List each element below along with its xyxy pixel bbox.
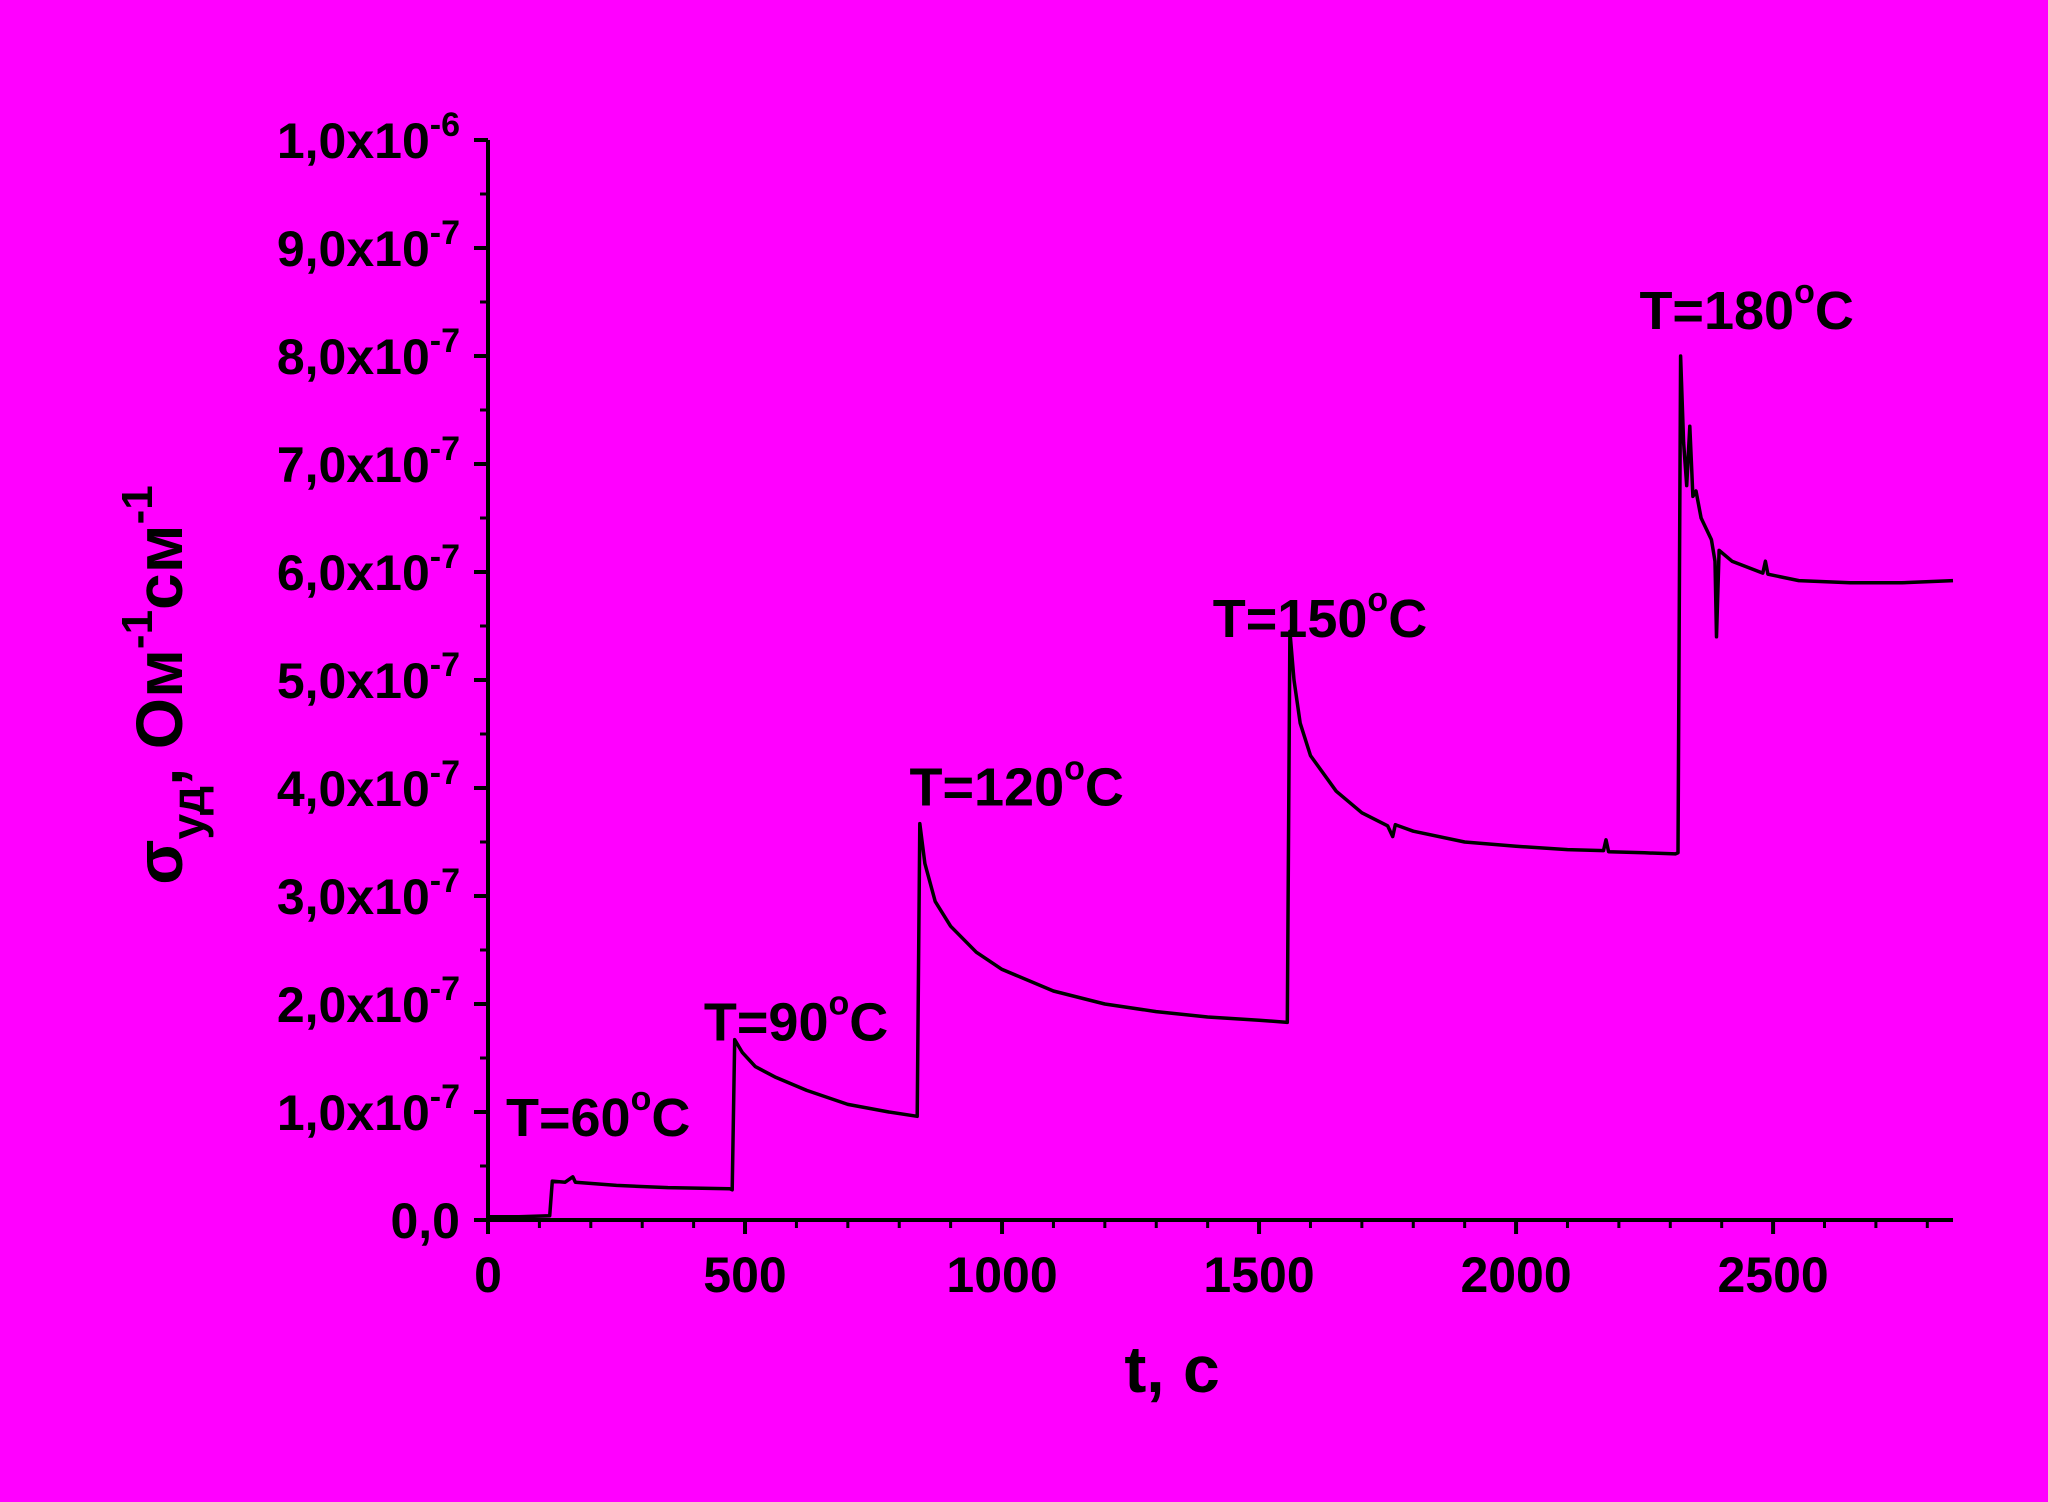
y-label-sup1: -1 <box>113 610 162 649</box>
y-axis-ticks: 0,0 1,0x10-7 2,0x10-7 3,0x10-7 4,0x10-7 5,0x1… <box>277 106 488 1249</box>
y-axis-label: σуд, Ом-1см-1 <box>113 485 214 884</box>
temperature-annotation: T=60oC <box>506 1080 690 1148</box>
y-label-unit-om: , Ом <box>122 649 196 786</box>
y-tick-label: 5,0x10-7 <box>277 646 460 709</box>
y-tick-label: 0,0 <box>390 1193 460 1249</box>
y-label-subscript: уд <box>162 786 214 840</box>
y-tick-label: 1,0x10-6 <box>277 106 460 169</box>
y-tick-label: 7,0x10-7 <box>277 430 460 493</box>
y-tick-label: 9,0x10-7 <box>277 214 460 277</box>
series-line <box>488 354 1954 1219</box>
y-tick-label: 1,0x10-7 <box>277 1078 460 1141</box>
temperature-annotation: T=150oC <box>1213 581 1427 649</box>
y-label-sigma: σ <box>122 840 196 885</box>
x-tick-label: 0 <box>474 1247 502 1303</box>
temperature-annotation: T=120oC <box>910 749 1124 817</box>
y-tick-label: 2,0x10-7 <box>277 970 460 1033</box>
y-tick-label: 3,0x10-7 <box>277 862 460 925</box>
y-tick-label: 6,0x10-7 <box>277 538 460 601</box>
y-label-sup2: -1 <box>113 485 162 524</box>
x-tick-label: 2500 <box>1717 1247 1828 1303</box>
y-label-unit-cm: см <box>122 524 196 610</box>
x-tick-label: 1500 <box>1203 1247 1314 1303</box>
x-axis-label: t, с <box>1124 1332 1219 1406</box>
x-tick-label: 1000 <box>946 1247 1057 1303</box>
y-tick-label: 8,0x10-7 <box>277 322 460 385</box>
temperature-annotation: T=90oC <box>704 985 888 1053</box>
x-tick-label: 2000 <box>1460 1247 1571 1303</box>
temperature-annotation: T=180oC <box>1639 273 1853 341</box>
y-tick-label: 4,0x10-7 <box>277 754 460 817</box>
x-tick-label: 500 <box>703 1247 786 1303</box>
x-axis-ticks: 0 500 1000 1500 2000 2500 <box>474 1220 1929 1303</box>
